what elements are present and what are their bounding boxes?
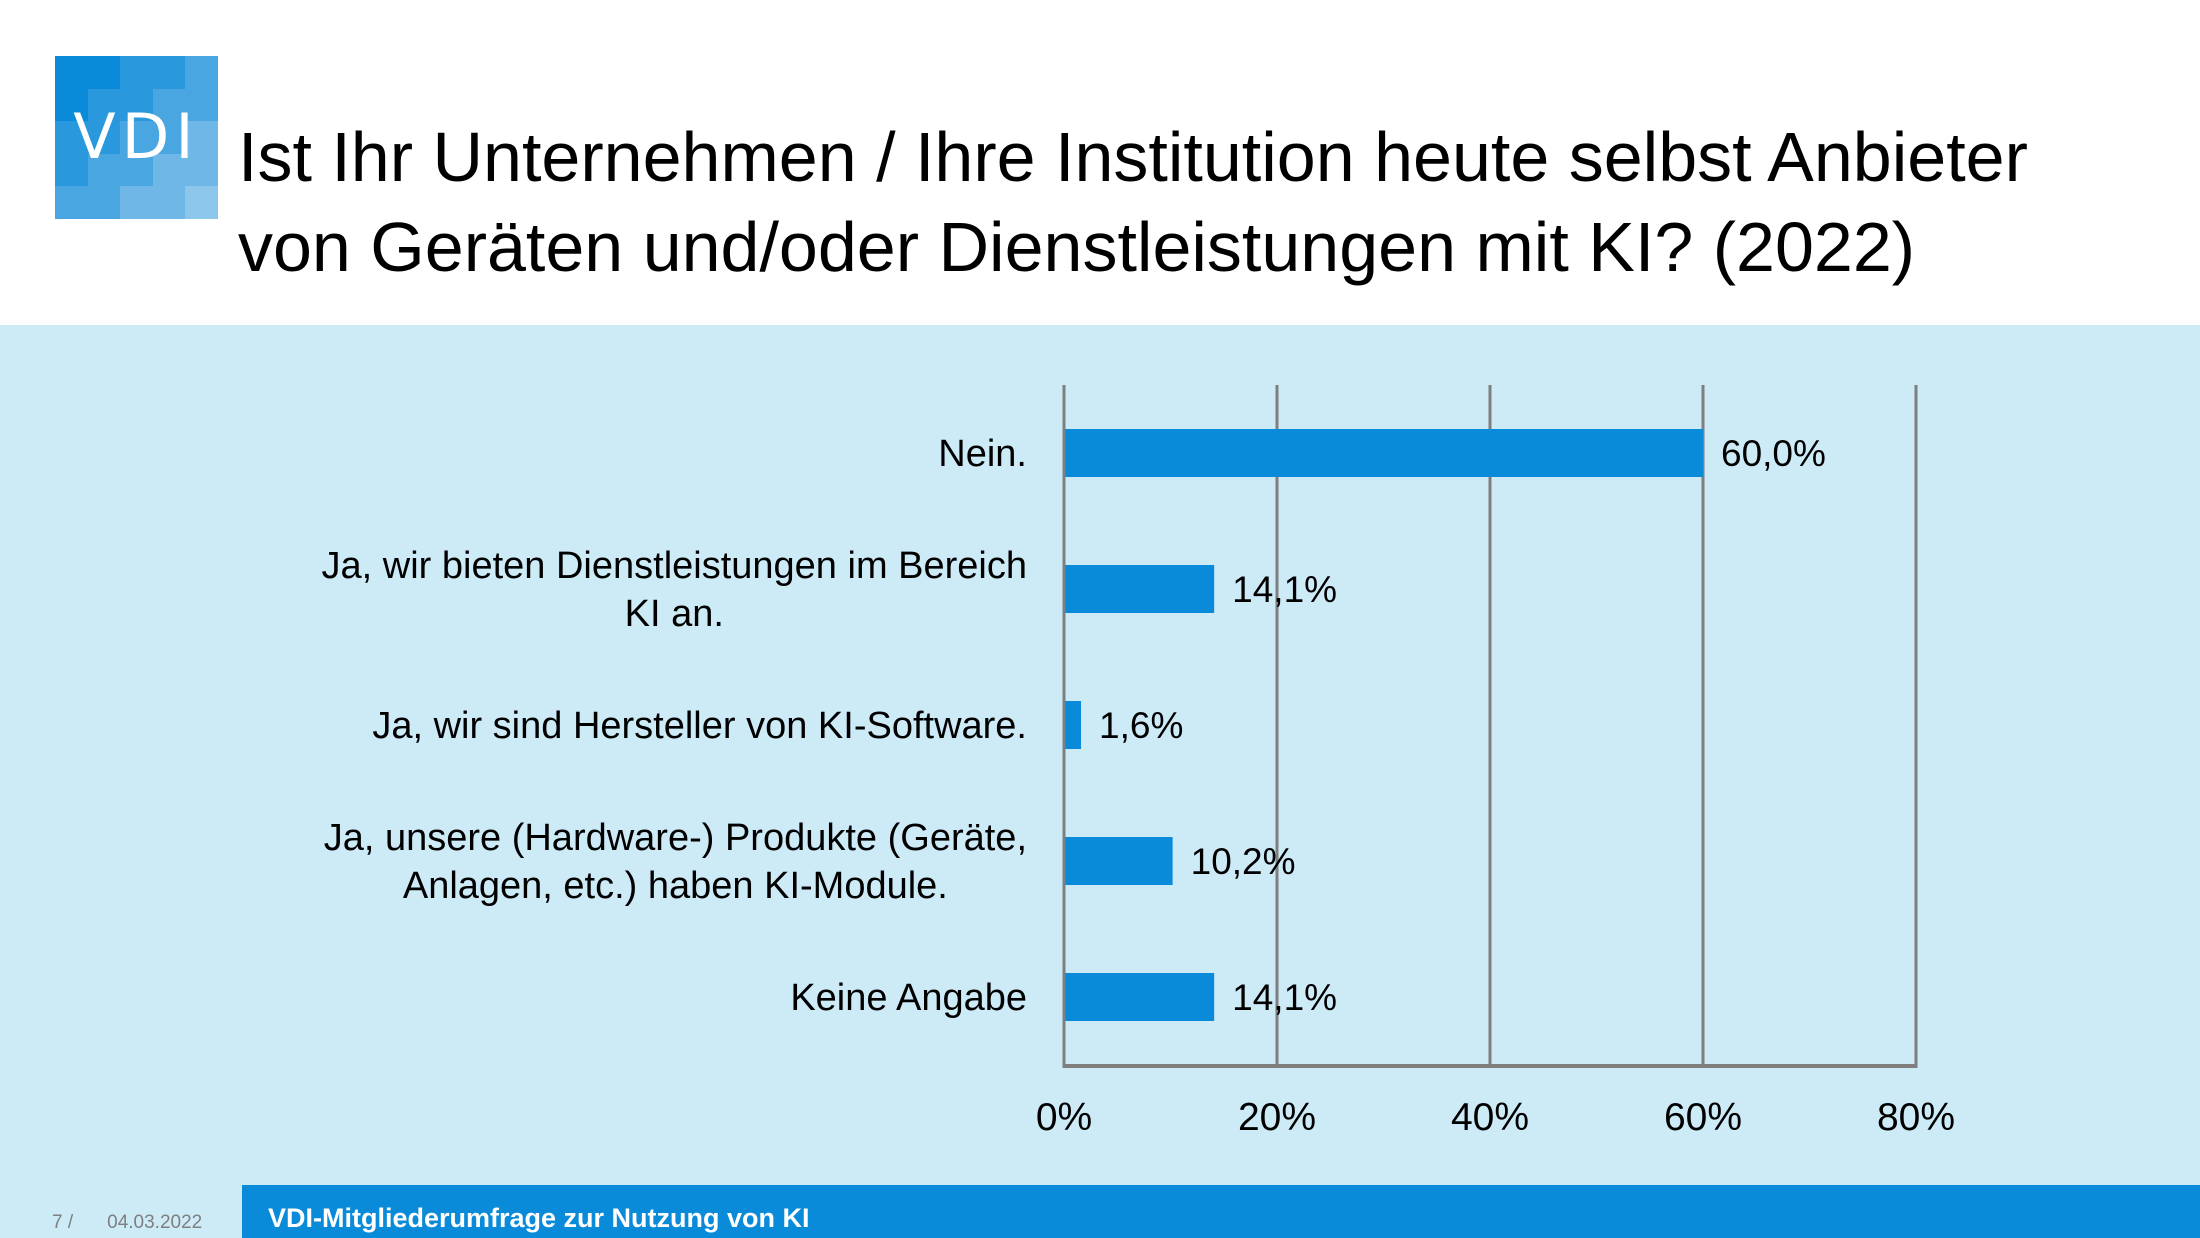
x-tick-label: 0%	[1036, 1096, 1092, 1139]
bar	[1065, 701, 1082, 749]
logo-tile	[87, 186, 122, 219]
logo-tile	[120, 121, 154, 155]
logo-tile	[120, 56, 154, 90]
category-label: Ja, wir bieten Dienstleistungen im Berei…	[322, 545, 1027, 635]
logo-tile	[185, 186, 218, 219]
category-label-line: Ja, wir sind Hersteller von KI-Software.	[372, 705, 1027, 747]
bar	[1065, 837, 1173, 885]
category-label-line: Ja, unsere (Hardware-) Produkte (Geräte,	[324, 817, 1027, 859]
data-label: 60,0%	[1721, 433, 1826, 474]
category-label-line: Nein.	[938, 433, 1027, 475]
logo-tile	[55, 153, 89, 188]
bar	[1065, 565, 1215, 613]
category-label-line: Anlagen, etc.) haben KI-Module.	[403, 865, 948, 907]
x-tick-label: 60%	[1664, 1096, 1742, 1139]
category-label-line: KI an.	[625, 593, 724, 635]
x-tick-label: 80%	[1877, 1096, 1955, 1139]
slide-title: Ist Ihr Unternehmen / Ihre Institution h…	[238, 112, 2138, 292]
logo-tile	[152, 186, 187, 219]
logo-tile	[87, 88, 122, 123]
page-number: 7 /	[52, 1212, 74, 1233]
logo-tile	[120, 186, 154, 219]
logo-tile	[152, 121, 187, 155]
logo-tile	[55, 88, 89, 123]
footer-title: VDI-Mitgliederumfrage zur Nutzung von KI	[268, 1203, 810, 1233]
logo-tile	[152, 88, 187, 123]
logo-tile	[87, 56, 122, 90]
category-label-line: Ja, wir bieten Dienstleistungen im Berei…	[322, 545, 1027, 587]
logo-tile	[55, 186, 89, 219]
category-label: Ja, wir sind Hersteller von KI-Software.	[372, 705, 1027, 747]
x-tick-label: 40%	[1451, 1096, 1529, 1139]
logo-tile	[185, 121, 218, 155]
category-label: Ja, unsere (Hardware-) Produkte (Geräte,…	[324, 817, 1027, 907]
slide-header: VDI Ist Ihr Unternehmen / Ihre Instituti…	[0, 0, 2200, 325]
logo-tile	[185, 88, 218, 123]
logo-tile	[152, 56, 187, 90]
logo-tile	[120, 88, 154, 123]
data-label: 14,1%	[1232, 977, 1337, 1018]
bar	[1065, 973, 1215, 1021]
logo-tile	[120, 153, 154, 188]
logo-tile	[185, 153, 218, 188]
slide-title-line-1: Ist Ihr Unternehmen / Ihre Institution h…	[238, 118, 2028, 196]
data-label: 14,1%	[1232, 569, 1337, 610]
footer-bar: VDI-Mitgliederumfrage zur Nutzung von KI	[242, 1185, 2200, 1238]
category-label: Nein.	[938, 433, 1027, 475]
x-tick-label: 20%	[1238, 1096, 1316, 1139]
vdi-logo: VDI	[55, 56, 218, 219]
vdi-logo-text: VDI	[73, 100, 200, 173]
logo-tile	[55, 56, 89, 90]
slide-title-line-2: von Geräten und/oder Dienstleistungen mi…	[238, 208, 1916, 286]
footer-date: 04.03.2022	[107, 1212, 203, 1233]
category-label-line: Keine Angabe	[790, 977, 1027, 1019]
logo-tile	[55, 121, 89, 155]
logo-tile	[87, 121, 122, 155]
bar	[1065, 429, 1703, 477]
category-label: Keine Angabe	[790, 977, 1027, 1019]
logo-tile	[152, 153, 187, 188]
footer-meta: 7 / 04.03.2022	[52, 1212, 236, 1234]
logo-tile	[185, 56, 218, 90]
data-label: 10,2%	[1191, 841, 1296, 882]
logo-tile	[87, 153, 122, 188]
data-label: 1,6%	[1099, 705, 1183, 746]
chart-area	[0, 325, 2200, 1238]
